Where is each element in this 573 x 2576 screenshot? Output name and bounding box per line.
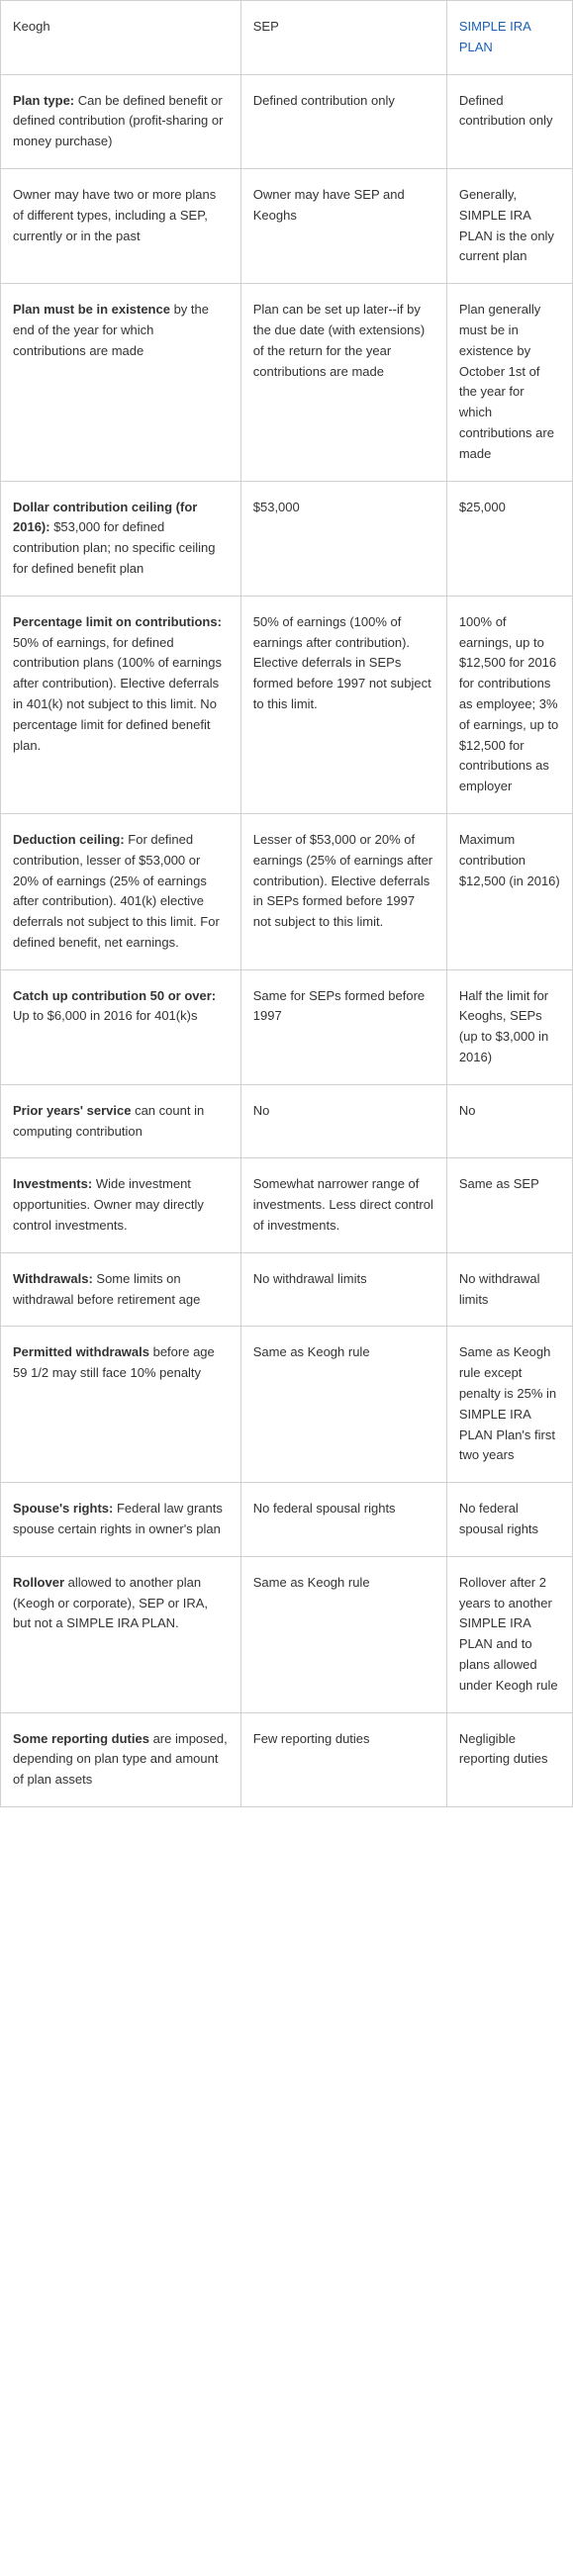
row-label: Some reporting duties xyxy=(13,1731,149,1746)
cell-keogh: Deduction ceiling: For defined contribut… xyxy=(1,813,241,969)
cell-keogh: Spouse's rights: Federal law grants spou… xyxy=(1,1483,241,1557)
cell-simple-ira: Half the limit for Keoghs, SEPs (up to $… xyxy=(446,969,572,1084)
row-description: Owner may have two or more plans of diff… xyxy=(13,187,216,243)
cell-keogh: Dollar contribution ceiling (for 2016): … xyxy=(1,481,241,596)
cell-keogh: Prior years' service can count in comput… xyxy=(1,1084,241,1158)
row-label: Investments: xyxy=(13,1176,92,1191)
cell-simple-ira: Same as Keogh rule except penalty is 25%… xyxy=(446,1327,572,1483)
row-label: Permitted withdrawals xyxy=(13,1344,149,1359)
header-sep: SEP xyxy=(240,1,446,75)
cell-sep: No withdrawal limits xyxy=(240,1252,446,1327)
cell-simple-ira: Defined contribution only xyxy=(446,74,572,168)
cell-sep: Few reporting duties xyxy=(240,1712,446,1806)
cell-sep: Owner may have SEP and Keoghs xyxy=(240,168,446,283)
cell-keogh: Plan type: Can be defined benefit or def… xyxy=(1,74,241,168)
header-keogh: Keogh xyxy=(1,1,241,75)
row-label: Withdrawals: xyxy=(13,1271,93,1286)
table-row: Some reporting duties are imposed, depen… xyxy=(1,1712,573,1806)
comparison-table: Keogh SEP SIMPLE IRA PLAN Plan type: Can… xyxy=(0,0,573,1807)
table-row: Plan must be in existence by the end of … xyxy=(1,284,573,481)
cell-sep: Same as Keogh rule xyxy=(240,1556,446,1712)
row-label: Spouse's rights: xyxy=(13,1501,113,1516)
cell-keogh: Percentage limit on contributions: 50% o… xyxy=(1,596,241,813)
cell-simple-ira: Maximum contribution $12,500 (in 2016) xyxy=(446,813,572,969)
table-row: Plan type: Can be defined benefit or def… xyxy=(1,74,573,168)
cell-sep: Somewhat narrower range of investments. … xyxy=(240,1158,446,1252)
table-row: Percentage limit on contributions: 50% o… xyxy=(1,596,573,813)
cell-keogh: Investments: Wide investment opportuniti… xyxy=(1,1158,241,1252)
cell-keogh: Catch up contribution 50 or over: Up to … xyxy=(1,969,241,1084)
cell-sep: Defined contribution only xyxy=(240,74,446,168)
row-label: Rollover xyxy=(13,1575,64,1590)
table-row: Owner may have two or more plans of diff… xyxy=(1,168,573,283)
cell-sep: Same for SEPs formed before 1997 xyxy=(240,969,446,1084)
cell-simple-ira: No withdrawal limits xyxy=(446,1252,572,1327)
header-simple-ira: SIMPLE IRA PLAN xyxy=(446,1,572,75)
cell-sep: Lesser of $53,000 or 20% of earnings (25… xyxy=(240,813,446,969)
row-label: Catch up contribution 50 or over: xyxy=(13,988,216,1003)
cell-simple-ira: 100% of earnings, up to $12,500 for 2016… xyxy=(446,596,572,813)
row-description: Up to $6,000 in 2016 for 401(k)s xyxy=(13,1008,197,1023)
table-row: Catch up contribution 50 or over: Up to … xyxy=(1,969,573,1084)
row-label: Percentage limit on contributions: xyxy=(13,614,222,629)
cell-sep: No federal spousal rights xyxy=(240,1483,446,1557)
cell-simple-ira: Generally, SIMPLE IRA PLAN is the only c… xyxy=(446,168,572,283)
row-description: For defined contribution, lesser of $53,… xyxy=(13,832,220,950)
cell-keogh: Withdrawals: Some limits on withdrawal b… xyxy=(1,1252,241,1327)
cell-simple-ira: Negligible reporting duties xyxy=(446,1712,572,1806)
table-row: Prior years' service can count in comput… xyxy=(1,1084,573,1158)
table-row: Spouse's rights: Federal law grants spou… xyxy=(1,1483,573,1557)
cell-keogh: Owner may have two or more plans of diff… xyxy=(1,168,241,283)
cell-keogh: Rollover allowed to another plan (Keogh … xyxy=(1,1556,241,1712)
cell-keogh: Permitted withdrawals before age 59 1/2 … xyxy=(1,1327,241,1483)
table-row: Investments: Wide investment opportuniti… xyxy=(1,1158,573,1252)
row-label: Prior years' service xyxy=(13,1103,131,1118)
table-row: Rollover allowed to another plan (Keogh … xyxy=(1,1556,573,1712)
cell-sep: No xyxy=(240,1084,446,1158)
row-label: Plan must be in existence xyxy=(13,302,170,317)
cell-keogh: Plan must be in existence by the end of … xyxy=(1,284,241,481)
row-label: Deduction ceiling: xyxy=(13,832,125,847)
row-label: Plan type: xyxy=(13,93,74,108)
row-description: 50% of earnings, for defined contributio… xyxy=(13,635,222,753)
cell-simple-ira: No xyxy=(446,1084,572,1158)
cell-simple-ira: Plan generally must be in existence by O… xyxy=(446,284,572,481)
cell-simple-ira: Rollover after 2 years to another SIMPLE… xyxy=(446,1556,572,1712)
cell-sep: $53,000 xyxy=(240,481,446,596)
cell-simple-ira: $25,000 xyxy=(446,481,572,596)
table-header-row: Keogh SEP SIMPLE IRA PLAN xyxy=(1,1,573,75)
table-row: Deduction ceiling: For defined contribut… xyxy=(1,813,573,969)
cell-sep: Same as Keogh rule xyxy=(240,1327,446,1483)
cell-keogh: Some reporting duties are imposed, depen… xyxy=(1,1712,241,1806)
table-row: Dollar contribution ceiling (for 2016): … xyxy=(1,481,573,596)
table-row: Withdrawals: Some limits on withdrawal b… xyxy=(1,1252,573,1327)
table-row: Permitted withdrawals before age 59 1/2 … xyxy=(1,1327,573,1483)
cell-simple-ira: No federal spousal rights xyxy=(446,1483,572,1557)
cell-sep: 50% of earnings (100% of earnings after … xyxy=(240,596,446,813)
cell-sep: Plan can be set up later--if by the due … xyxy=(240,284,446,481)
cell-simple-ira: Same as SEP xyxy=(446,1158,572,1252)
simple-ira-plan-link[interactable]: SIMPLE IRA PLAN xyxy=(459,19,530,54)
